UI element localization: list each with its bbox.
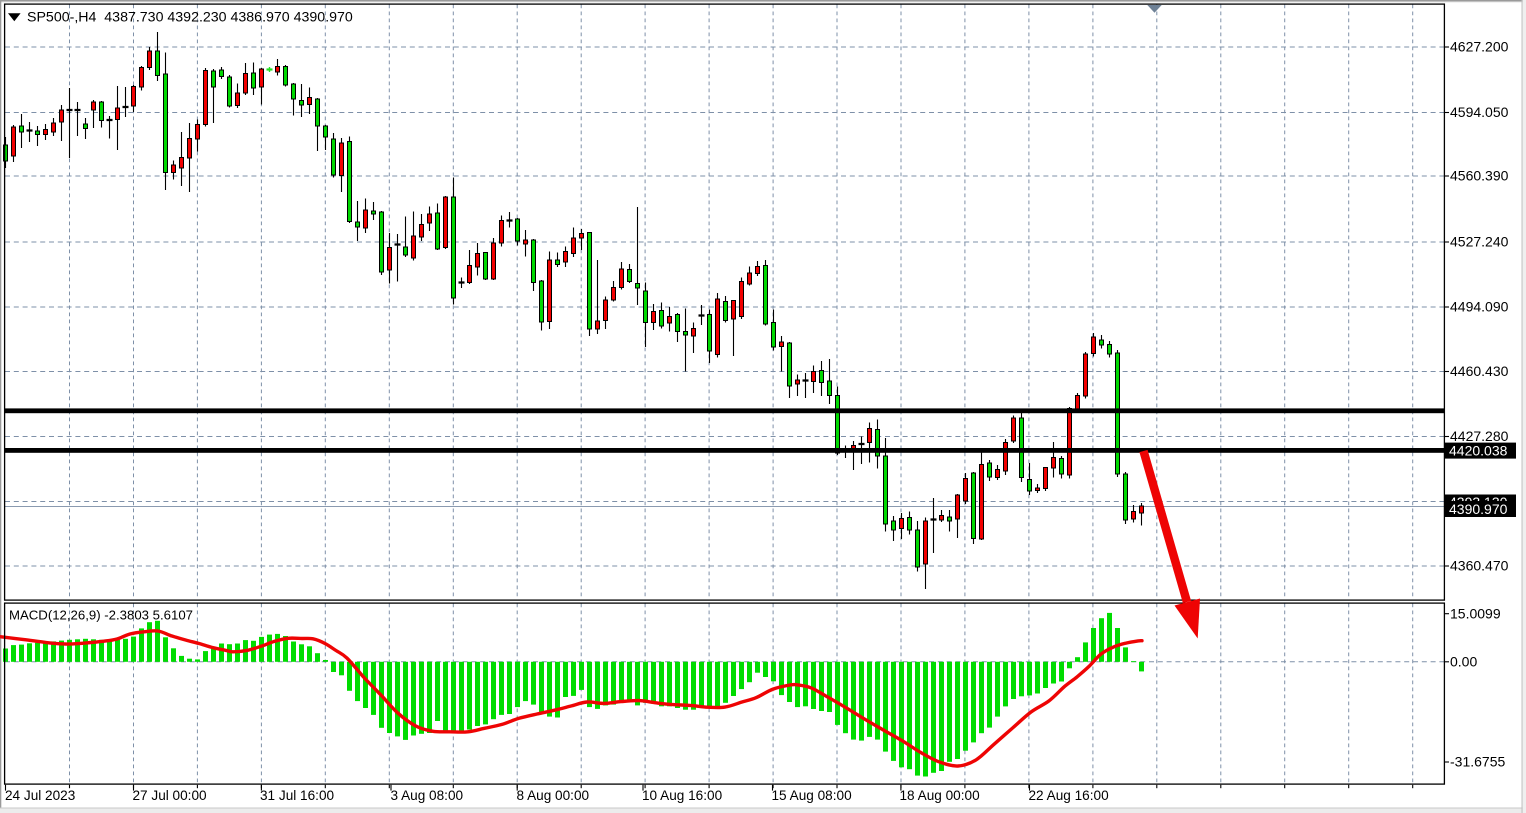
svg-text:4390.970: 4390.970 [1449,501,1508,517]
svg-text:15 Aug 08:00: 15 Aug 08:00 [772,788,853,803]
svg-text:22 Aug 16:00: 22 Aug 16:00 [1029,788,1110,803]
svg-text:MACD(12,26,9) -2.3803 5.6107: MACD(12,26,9) -2.3803 5.6107 [9,608,193,623]
svg-text:18 Aug 00:00: 18 Aug 00:00 [900,788,981,803]
svg-text:4460.430: 4460.430 [1450,363,1509,379]
svg-text:4420.038: 4420.038 [1449,443,1508,459]
svg-text:0.00: 0.00 [1450,654,1477,670]
svg-text:27 Jul 00:00: 27 Jul 00:00 [133,788,208,803]
svg-text:31 Jul 16:00: 31 Jul 16:00 [260,788,335,803]
svg-text:-31.6755: -31.6755 [1450,754,1505,770]
svg-text:4427.280: 4427.280 [1450,428,1509,444]
svg-text:4594.050: 4594.050 [1450,104,1509,120]
svg-text:SP500-,H4 4387.730 4392.230 4: SP500-,H4 4387.730 4392.230 4386.970 439… [27,10,353,26]
svg-text:24 Jul 2023: 24 Jul 2023 [5,788,75,803]
svg-text:4527.240: 4527.240 [1450,234,1509,250]
svg-text:15.0099: 15.0099 [1450,605,1501,621]
svg-text:10 Aug 16:00: 10 Aug 16:00 [642,788,723,803]
svg-text:4627.200: 4627.200 [1450,39,1509,55]
svg-text:4494.090: 4494.090 [1450,299,1509,315]
svg-text:3 Aug 08:00: 3 Aug 08:00 [391,788,464,803]
svg-text:8 Aug 00:00: 8 Aug 00:00 [517,788,590,803]
svg-text:4560.390: 4560.390 [1450,168,1509,184]
svg-text:4360.470: 4360.470 [1450,558,1509,574]
